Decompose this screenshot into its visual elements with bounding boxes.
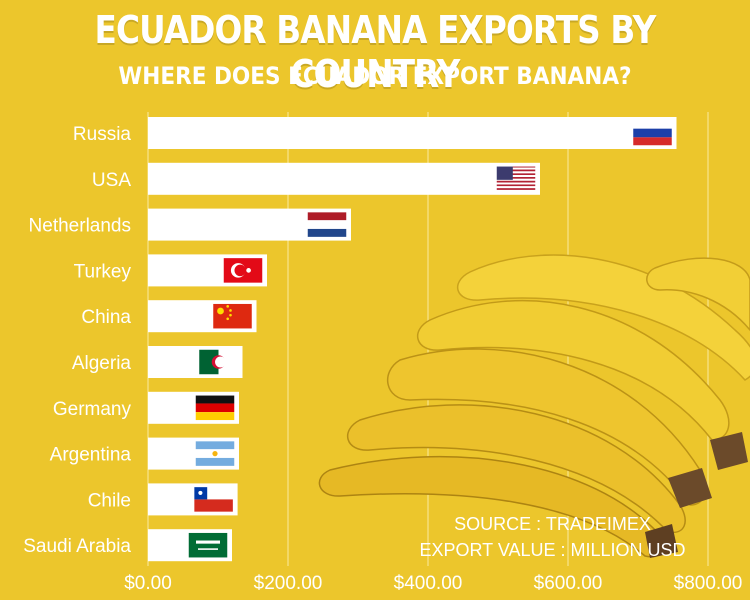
flags xyxy=(187,119,674,559)
category-label: Chile xyxy=(88,490,131,511)
usa-flag xyxy=(495,165,537,193)
x-tick-label: $400.00 xyxy=(394,573,463,594)
x-tick-label: $200.00 xyxy=(254,573,323,594)
germany-flag xyxy=(194,394,236,422)
china-flag xyxy=(211,302,254,330)
argentina-flag xyxy=(194,439,236,468)
x-tick-label: $800.00 xyxy=(674,573,743,594)
banana-6 xyxy=(646,257,750,332)
saudi-arabia-flag xyxy=(187,531,229,559)
category-label: Argentina xyxy=(50,445,132,466)
unit-note: EXPORT VALUE : MILLION USD xyxy=(419,540,686,560)
category-label: Germany xyxy=(53,399,132,420)
x-tick-label: $0.00 xyxy=(124,573,172,594)
bar xyxy=(148,162,540,195)
source-note: SOURCE : TRADEIMEX xyxy=(454,514,651,534)
banana-tip-1 xyxy=(668,468,712,508)
bar xyxy=(148,117,677,149)
russia-flag xyxy=(631,119,674,147)
bars xyxy=(148,117,677,562)
x-tick-label: $600.00 xyxy=(534,573,603,594)
chart-title: ECUADOR BANANA EXPORTS BY COUNTRY xyxy=(94,8,657,96)
chart-subtitle: WHERE DOES ECUADOR EXPORT BANANA? xyxy=(118,62,632,90)
algeria-flag xyxy=(197,348,240,376)
category-label: USA xyxy=(92,170,131,191)
x-axis-ticks: $0.00 $200.00 $400.00 $600.00 $800.00 xyxy=(124,573,742,594)
category-label: Russia xyxy=(73,124,132,145)
banana-tip-3 xyxy=(645,524,678,558)
netherlands-flag xyxy=(306,210,348,239)
turkey-flag xyxy=(222,256,264,285)
banana-1 xyxy=(456,254,750,381)
banana-illustration xyxy=(318,254,750,558)
category-label: China xyxy=(81,307,131,328)
category-label: Saudi Arabia xyxy=(23,536,131,557)
banana-tip-2 xyxy=(710,432,748,470)
chile-flag xyxy=(192,485,235,514)
banana-3 xyxy=(386,348,706,506)
category-label: Netherlands xyxy=(29,216,131,237)
category-label: Algeria xyxy=(72,353,132,374)
category-label: Turkey xyxy=(74,261,132,282)
banana-5 xyxy=(318,455,665,558)
category-labels: Russia USA Netherlands Turkey China Algeria Ge… xyxy=(23,124,131,557)
